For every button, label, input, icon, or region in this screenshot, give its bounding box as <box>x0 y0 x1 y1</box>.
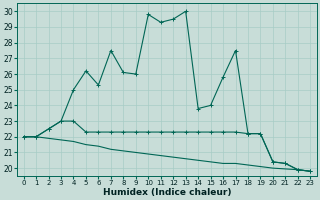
X-axis label: Humidex (Indice chaleur): Humidex (Indice chaleur) <box>103 188 231 197</box>
